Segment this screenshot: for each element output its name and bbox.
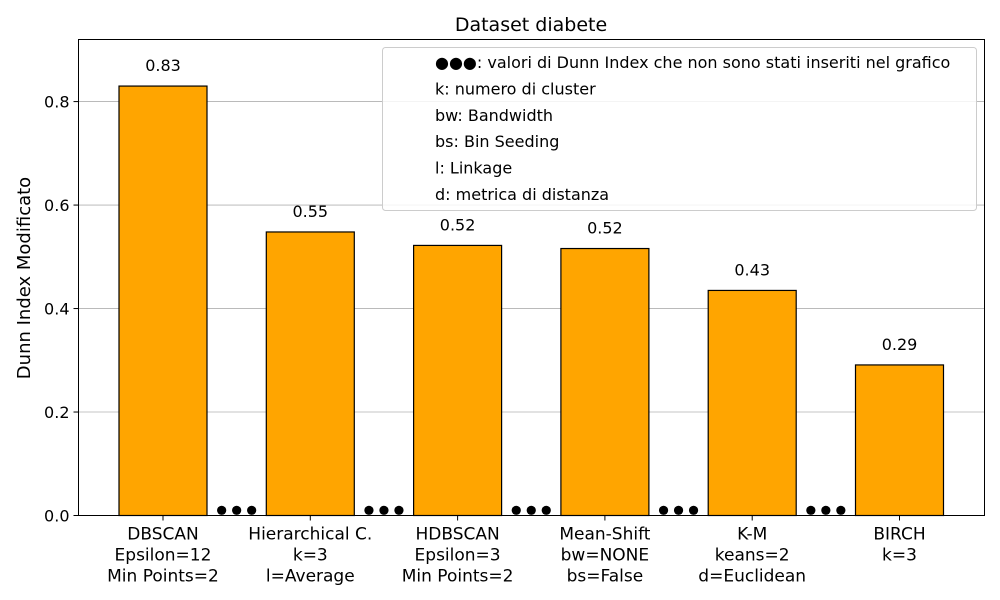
bar-value-label: 0.43	[734, 260, 770, 279]
x-tick-label: k=3	[882, 546, 917, 566]
ellipsis-dot	[836, 505, 846, 515]
y-tick-label: 0.0	[44, 507, 69, 526]
legend-box	[382, 47, 977, 211]
x-tick-label: DBSCAN	[127, 525, 198, 545]
x-tick-label: bw=NONE	[561, 546, 650, 566]
bar-value-label: 0.52	[587, 219, 623, 238]
ellipsis-dot	[379, 505, 389, 515]
ellipsis-dot	[526, 505, 536, 515]
bar-value-label: 0.83	[145, 56, 181, 75]
ellipsis-dot	[394, 505, 404, 515]
x-tick-label: Min Points=2	[402, 567, 514, 587]
x-tick-label: HDBSCAN	[415, 525, 499, 545]
x-tick-label: Hierarchical C.	[248, 525, 372, 545]
bar	[560, 247, 650, 517]
legend-entry: d: metrica di distanza	[435, 185, 609, 204]
legend-entry: bw: Bandwidth	[435, 106, 553, 125]
y-tick-label: 0.2	[44, 403, 69, 422]
ellipsis-dot	[217, 505, 227, 515]
x-tick-label: Epsilon=12	[115, 546, 212, 566]
legend-entry: ●●●: valori di Dunn Index che non sono s…	[435, 53, 950, 72]
ellipsis-dot	[247, 505, 257, 515]
bar	[854, 364, 945, 517]
bar	[707, 289, 797, 517]
bar-value-label: 0.55	[292, 202, 328, 221]
ellipsis-dot	[821, 505, 831, 515]
bar	[265, 231, 355, 517]
chart-title: Dataset diabete	[455, 14, 607, 36]
ellipsis-dot	[658, 505, 669, 515]
x-tick-label: Epsilon=3	[415, 546, 501, 566]
x-tick-label: d=Euclidean	[698, 567, 806, 587]
ellipsis-dot	[364, 505, 374, 515]
x-tick-label: BIRCH	[873, 525, 925, 545]
ellipsis-dot	[673, 505, 684, 515]
x-tick-label: bs=False	[567, 567, 644, 587]
ellipsis-dot	[511, 505, 521, 515]
ellipsis-dot	[232, 505, 242, 515]
legend-entry: k: numero di cluster	[435, 79, 596, 98]
x-tick-label: K-M	[737, 525, 767, 545]
ellipsis-dot	[541, 505, 551, 515]
bar-value-label: 0.52	[440, 215, 476, 234]
x-tick-label: keans=2	[715, 546, 790, 566]
legend-entry: bs: Bin Seeding	[435, 132, 559, 151]
y-tick-label: 0.8	[44, 93, 69, 112]
x-tick-label: l=Average	[266, 567, 355, 587]
x-tick-label: k=3	[293, 546, 328, 566]
bar-value-label: 0.29	[882, 335, 918, 354]
y-tick-label: 0.4	[44, 300, 69, 319]
legend-entry: l: Linkage	[435, 159, 512, 178]
ellipsis-dot	[806, 505, 816, 515]
x-tick-label: Min Points=2	[107, 567, 219, 587]
x-tick-label: Mean-Shift	[559, 525, 650, 545]
bar	[413, 244, 503, 517]
bar	[118, 85, 208, 517]
plot-frame	[78, 39, 985, 516]
ellipsis-dot	[688, 505, 699, 515]
y-axis-label: Dunn Index Modificato	[14, 177, 35, 379]
y-tick-label: 0.6	[44, 196, 69, 215]
